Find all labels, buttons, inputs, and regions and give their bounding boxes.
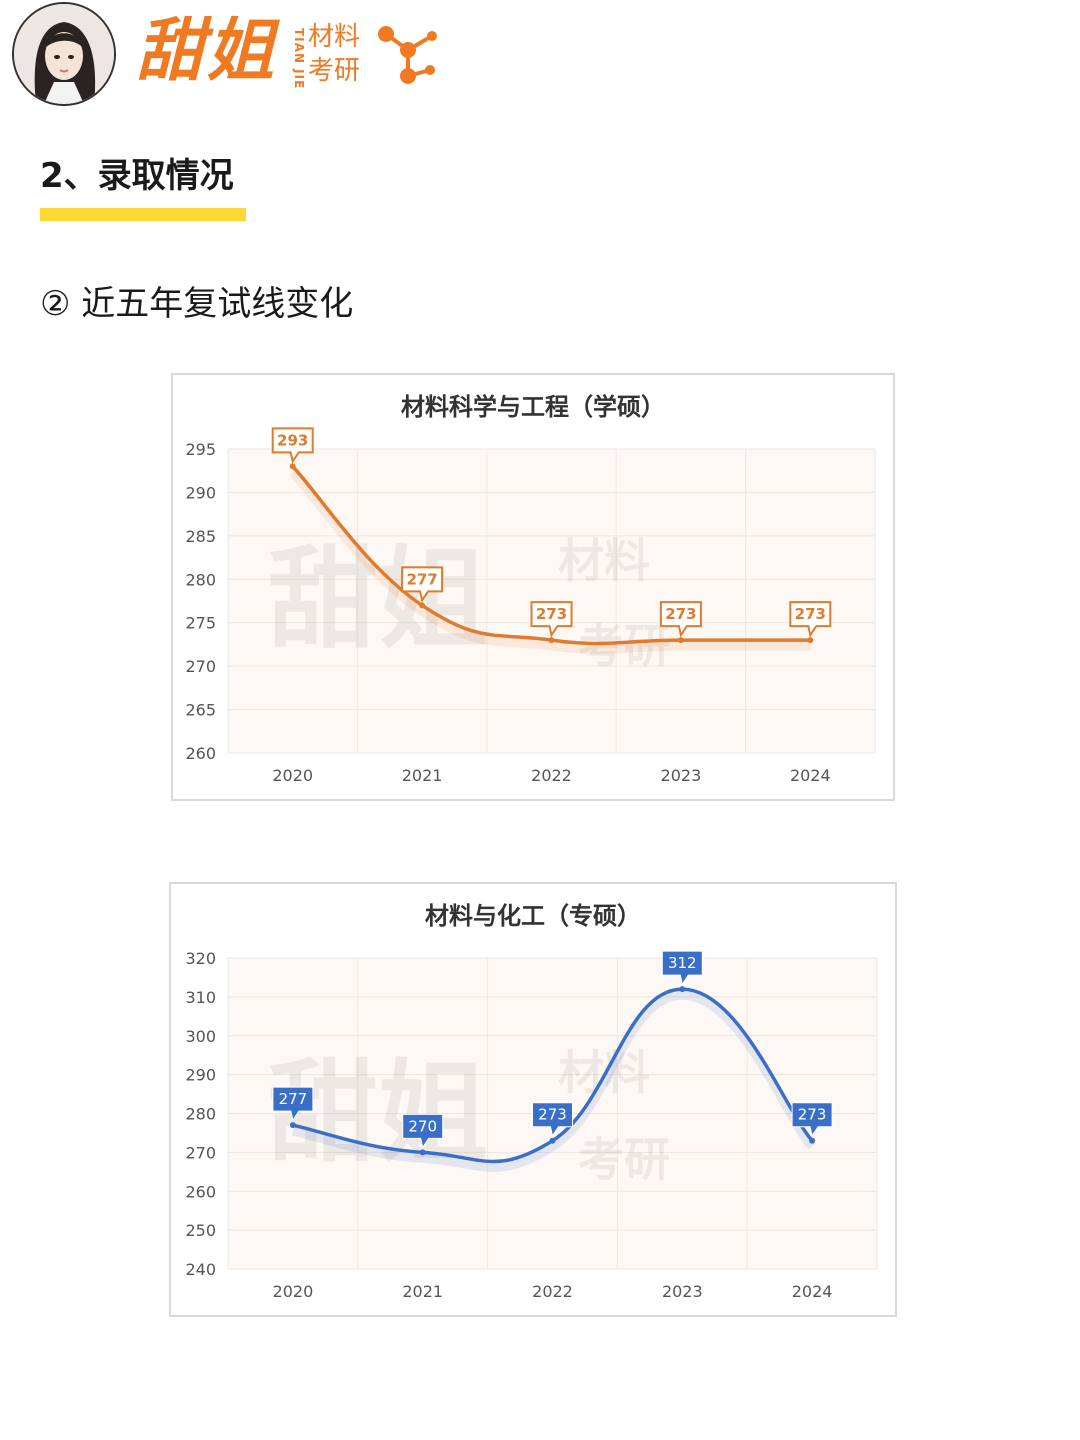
avatar — [12, 2, 116, 106]
x-tick-label: 2023 — [661, 766, 702, 785]
data-label-box — [659, 601, 702, 638]
watermark-text: 考研 — [578, 1133, 670, 1187]
brand-header: 甜姐 TIAN JIE 材料 考研 — [12, 2, 492, 108]
y-tick-label: 265 — [185, 701, 216, 720]
data-label-box — [402, 1113, 444, 1149]
data-label-box — [271, 427, 314, 464]
data-label-text: 277 — [406, 570, 437, 588]
molecule-logo-icon — [378, 26, 437, 84]
watermark-text: 甜姐 — [268, 535, 488, 663]
data-label: 273 — [532, 1102, 573, 1137]
section-subtitle: ② 近五年复试线变化 — [40, 284, 354, 324]
data-point — [289, 1122, 296, 1129]
y-tick-label: 270 — [185, 657, 216, 676]
y-tick-label: 280 — [185, 570, 216, 589]
x-tick-label: 2024 — [792, 1282, 833, 1301]
data-label-text: 273 — [536, 605, 567, 623]
data-label: 270 — [402, 1113, 444, 1149]
watermark-text: 材料 — [558, 534, 650, 588]
data-label: 277 — [401, 566, 444, 603]
series-line — [291, 987, 814, 1164]
data-point — [548, 637, 555, 644]
brand-pinyin: TIAN JIE — [292, 28, 306, 90]
y-tick-label: 250 — [185, 1221, 216, 1240]
series-line-shadow — [289, 469, 811, 654]
data-point — [807, 637, 814, 644]
data-label: 273 — [789, 601, 832, 638]
series-line — [290, 464, 813, 646]
data-label-text: 273 — [795, 605, 826, 623]
data-label: 312 — [661, 950, 703, 986]
plot-background — [228, 449, 875, 753]
brand-name: 甜姐 — [136, 12, 277, 91]
watermark-text: 考研 — [578, 619, 670, 673]
chart-card-academic: 材料科学与工程（学硕） 260 265 270 275 280 285 290 295 2020 2… — [171, 373, 895, 801]
y-tick-label: 280 — [185, 1105, 216, 1124]
avatar-portrait-icon — [14, 4, 114, 104]
x-tick-label: 2021 — [402, 1282, 443, 1301]
brand-subtitle: 材料 考研 — [308, 20, 360, 88]
y-tick-label: 290 — [185, 1066, 216, 1085]
chart-title: 材料科学与工程（学硕） — [401, 393, 665, 421]
data-point — [809, 1137, 816, 1144]
data-point — [679, 986, 686, 993]
y-tick-label: 320 — [185, 949, 216, 968]
data-label-text: 277 — [279, 1090, 308, 1108]
data-label-box — [532, 1102, 573, 1137]
chart-academic: 材料科学与工程（学硕） 260 265 270 275 280 285 290 295 2020 2… — [185, 393, 876, 785]
data-point — [419, 602, 426, 609]
y-tick-label: 295 — [185, 440, 216, 459]
data-label-box — [661, 950, 703, 986]
series-line-shadow — [291, 990, 816, 1172]
data-label-text: 270 — [408, 1117, 437, 1135]
x-tick-label: 2020 — [272, 766, 313, 785]
data-label: 277 — [272, 1086, 314, 1122]
data-point — [289, 463, 296, 470]
brand-sub-line2: 考研 — [308, 56, 361, 86]
y-tick-label: 275 — [185, 614, 216, 633]
y-tick-label: 270 — [185, 1143, 216, 1162]
y-tick-label: 260 — [185, 1182, 216, 1201]
chart-professional: 材料与化工（专硕） 240 250 260 270 280 290 300 310 320 2020… — [185, 902, 878, 1301]
data-label: 273 — [530, 601, 573, 638]
data-label-text: 273 — [665, 605, 696, 623]
chart-title: 材料与化工（专硕） — [425, 902, 641, 930]
data-label-box — [530, 601, 573, 638]
y-tick-label: 300 — [185, 1027, 216, 1046]
x-tick-label: 2023 — [662, 1282, 703, 1301]
x-tick-label: 2021 — [402, 766, 443, 785]
data-label: 273 — [791, 1102, 833, 1137]
data-point — [419, 1149, 426, 1156]
data-label: 273 — [659, 601, 702, 638]
data-label-text: 273 — [798, 1106, 827, 1124]
data-label-box — [272, 1086, 314, 1122]
data-label-box — [789, 601, 832, 638]
data-label: 293 — [271, 427, 314, 464]
section-title: 2、录取情况 — [40, 156, 234, 196]
x-tick-label: 2022 — [531, 766, 572, 785]
chart-card-professional: 材料与化工（专硕） 240 250 260 270 280 290 300 310 320 2020… — [169, 882, 897, 1317]
data-label-text: 312 — [668, 954, 697, 972]
y-tick-label: 290 — [185, 483, 216, 502]
x-tick-label: 2024 — [790, 766, 831, 785]
data-label-text: 273 — [538, 1106, 567, 1124]
y-tick-label: 260 — [185, 744, 216, 763]
data-label-box — [401, 566, 444, 603]
title-underline — [40, 208, 246, 221]
brand-sub-line1: 材料 — [308, 22, 361, 52]
x-tick-label: 2020 — [273, 1282, 314, 1301]
data-point — [549, 1137, 556, 1144]
y-tick-label: 310 — [185, 988, 216, 1007]
data-label-box — [791, 1102, 833, 1137]
y-tick-label: 240 — [185, 1260, 216, 1279]
x-tick-label: 2022 — [532, 1282, 573, 1301]
y-tick-label: 285 — [185, 527, 216, 546]
data-point — [677, 637, 684, 644]
data-label-text: 293 — [277, 431, 308, 449]
